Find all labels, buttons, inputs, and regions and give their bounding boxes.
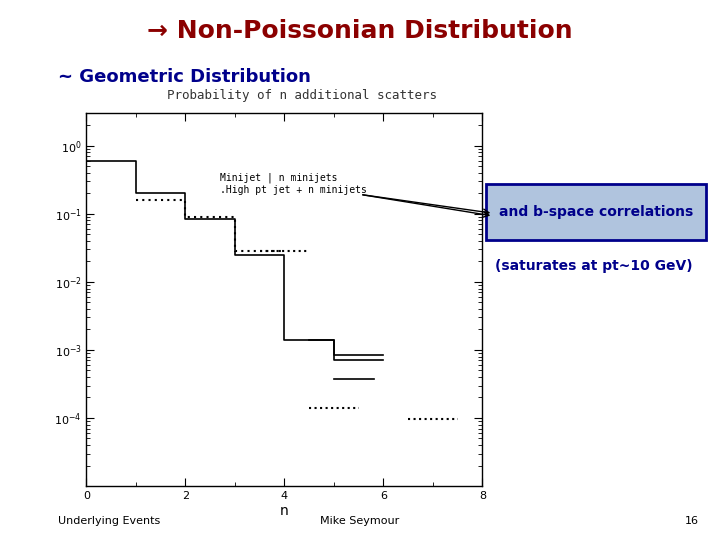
Text: 16: 16 — [685, 516, 698, 526]
Text: Minijet | n minijets
.High pt jet + n minijets: Minijet | n minijets .High pt jet + n mi… — [220, 173, 367, 195]
X-axis label: n: n — [280, 504, 289, 518]
Text: Underlying Events: Underlying Events — [58, 516, 160, 526]
Text: and b-space correlations: and b-space correlations — [499, 205, 693, 219]
Text: → Non-Poissonian Distribution: → Non-Poissonian Distribution — [147, 19, 573, 43]
Text: (saturates at pt~10 GeV): (saturates at pt~10 GeV) — [495, 259, 693, 273]
Text: Mike Seymour: Mike Seymour — [320, 516, 400, 526]
Text: ~ Geometric Distribution: ~ Geometric Distribution — [58, 68, 310, 85]
Text: Probability of n additional scatters: Probability of n additional scatters — [167, 89, 438, 102]
